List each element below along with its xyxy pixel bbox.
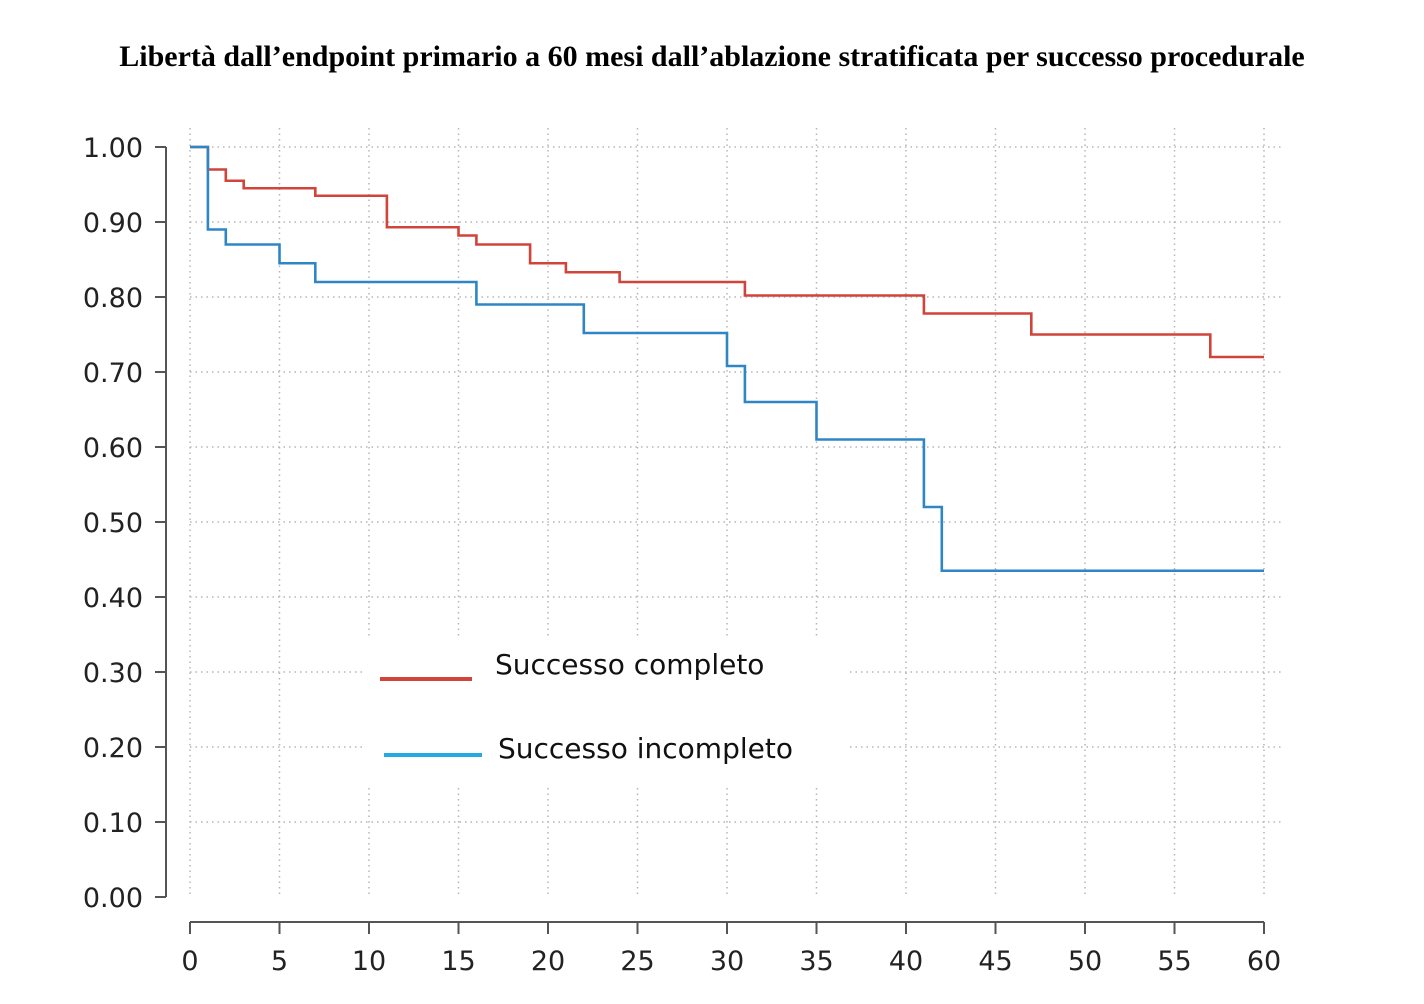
y-tick-label: 1.00 — [83, 133, 143, 164]
y-tick-label: 0.70 — [83, 358, 143, 389]
y-tick-label: 0.90 — [83, 208, 143, 239]
y-tick-label: 0.30 — [83, 658, 143, 689]
x-tick-label: 10 — [352, 946, 386, 977]
x-tick-label: 40 — [889, 946, 923, 977]
axes: 0.00 0.10 0.20 0.30 0.40 0.50 0.60 0.70 0.80 0.90… — [83, 133, 1281, 977]
x-tick-label: 60 — [1247, 946, 1281, 977]
x-tick-label: 55 — [1157, 946, 1191, 977]
y-tick-label: 0.80 — [83, 283, 143, 314]
y-tick-label: 0.00 — [83, 883, 143, 914]
x-tick-label: 25 — [620, 946, 654, 977]
y-tick-label: 0.10 — [83, 808, 143, 839]
y-tick-label: 0.20 — [83, 733, 143, 764]
x-tick-label: 0 — [181, 946, 198, 977]
x-tick-label: 45 — [978, 946, 1012, 977]
x-tick-label: 15 — [441, 946, 475, 977]
x-tick-label: 30 — [710, 946, 744, 977]
series-lines — [190, 145, 1264, 573]
series-line-incompleto — [190, 145, 1264, 573]
series-line-completo — [190, 145, 1264, 359]
chart-title: Libertà dall’endpoint primario a 60 mesi… — [119, 40, 1305, 73]
x-tick-label: 50 — [1068, 946, 1102, 977]
y-tick-label: 0.40 — [83, 583, 143, 614]
legend-label-completo: Successo completo — [495, 648, 764, 681]
legend-label-incompleto: Successo incompleto — [498, 732, 793, 765]
x-tick-label: 5 — [271, 946, 288, 977]
legend-background — [362, 636, 847, 786]
y-tick-label: 0.50 — [83, 508, 143, 539]
legend: Successo completo Successo incompleto — [362, 636, 847, 786]
x-tick-label: 35 — [799, 946, 833, 977]
x-tick-label: 20 — [531, 946, 565, 977]
y-tick-label: 0.60 — [83, 433, 143, 464]
